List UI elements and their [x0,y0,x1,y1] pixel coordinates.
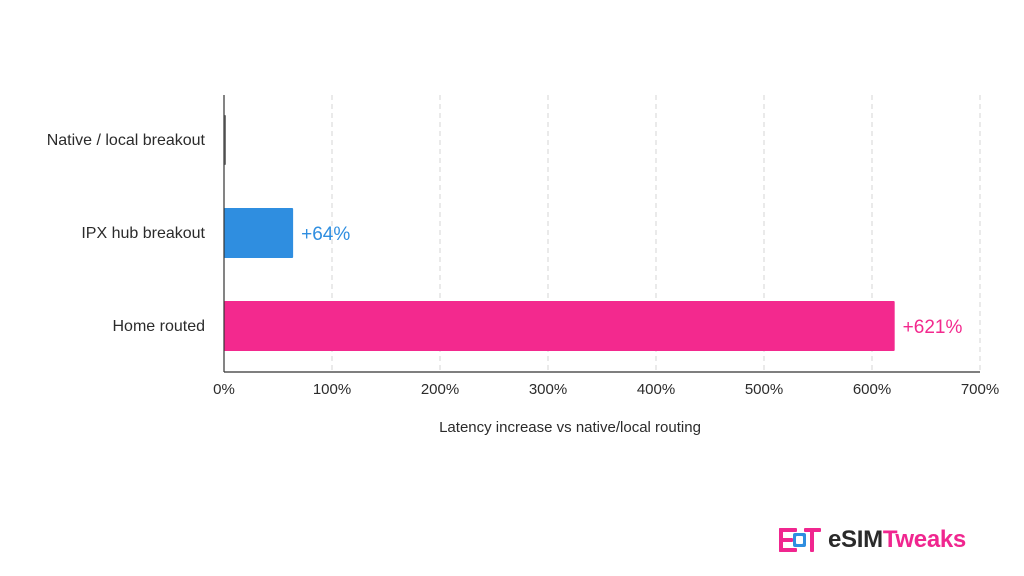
tick-label-3: 300% [529,381,567,398]
category-label-0: Native / local breakout [47,132,206,149]
logo-wordmark: eSIMTweaks [828,528,966,552]
data-labels: +64% +621% [301,224,962,338]
x-axis-title: Latency increase vs native/local routing [439,419,701,436]
tick-label-2: 200% [421,381,459,398]
bar-1 [224,208,294,258]
axes [223,95,980,373]
gridlines [331,95,981,372]
tick-labels: 0% 100% 200% 300% 400% 500% 600% 700% [213,381,999,398]
logo-icon [779,528,821,552]
category-labels: Native / local breakout IPX hub breakout H… [47,132,206,335]
esimtweaks-logo: eSIMTweaks [778,524,966,556]
tick-label-1: 100% [313,381,351,398]
category-label-1: IPX hub breakout [81,225,205,242]
tick-label-4: 400% [637,381,675,398]
data-label-1: +64% [301,224,350,245]
bar-2 [224,301,895,351]
bar-chart: Native / local breakout IPX hub breakout H… [47,95,999,436]
logo-text-prefix: eSIM [828,526,883,553]
data-label-2: +621% [903,317,963,338]
tick-label-0: 0% [213,381,235,398]
tick-label-5: 500% [745,381,783,398]
category-label-2: Home routed [113,318,206,335]
tick-label-6: 600% [853,381,891,398]
tick-label-7: 700% [961,381,999,398]
logo-text-suffix: Tweaks [882,526,966,553]
